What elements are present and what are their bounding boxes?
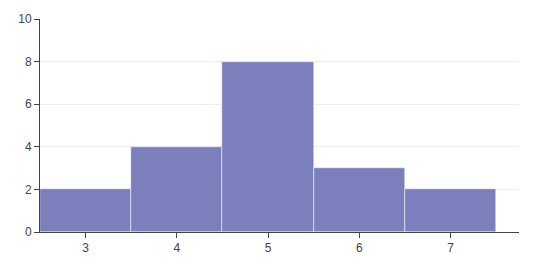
svg-text:3: 3 [82,241,89,255]
svg-text:6: 6 [25,97,32,111]
svg-text:4: 4 [25,140,32,154]
svg-text:8: 8 [25,55,32,69]
svg-text:0: 0 [25,225,32,239]
svg-text:5: 5 [265,241,272,255]
svg-text:7: 7 [447,241,454,255]
svg-text:4: 4 [174,241,181,255]
svg-text:6: 6 [356,241,363,255]
svg-text:2: 2 [25,183,32,197]
svg-text:10: 10 [18,12,32,26]
